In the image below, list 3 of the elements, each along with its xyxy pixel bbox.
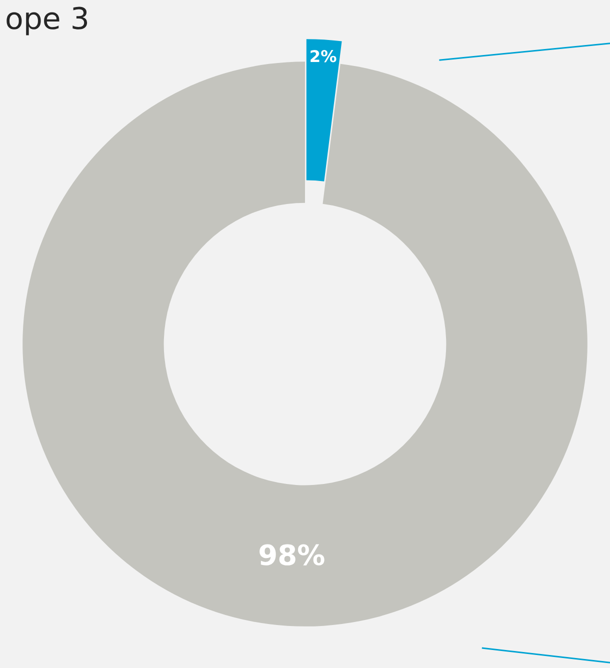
data-label: 98%: [258, 538, 326, 572]
data-label: 2%: [309, 46, 337, 66]
text: ope 3: [5, 2, 90, 37]
